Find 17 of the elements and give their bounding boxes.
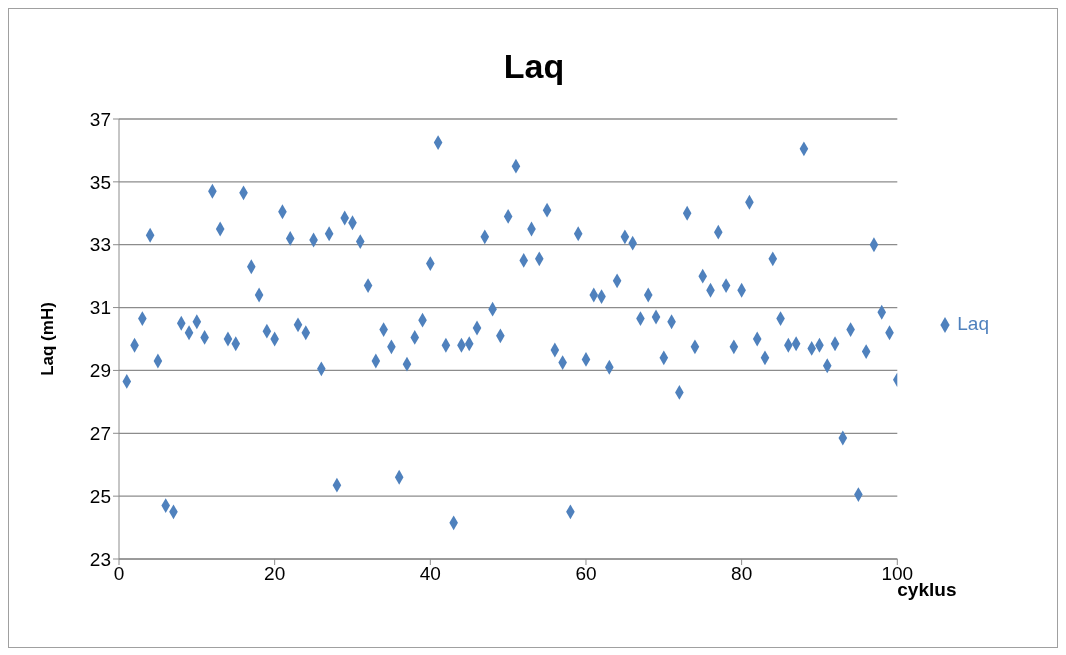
x-tick-label: 80 xyxy=(731,563,753,585)
legend-label: Laq xyxy=(957,313,989,334)
x-tick-label: 0 xyxy=(113,563,125,585)
y-tick-label: 33 xyxy=(89,234,111,256)
y-tick-label: 29 xyxy=(89,360,111,382)
x-tick-label: 20 xyxy=(264,563,286,585)
y-axis-title: Laq (mH) xyxy=(38,302,58,376)
y-tick-label: 27 xyxy=(89,423,111,445)
chart-title: Laq xyxy=(502,47,566,86)
y-tick-label: 37 xyxy=(89,108,111,130)
x-tick-label: 40 xyxy=(419,563,441,585)
y-tick-label: 31 xyxy=(89,297,111,319)
y-tick-label: 23 xyxy=(89,548,111,570)
x-tick-label: 100 xyxy=(881,563,914,585)
y-tick-label: 25 xyxy=(89,485,111,507)
x-tick-label: 60 xyxy=(575,563,597,585)
y-tick-label: 35 xyxy=(89,171,111,193)
